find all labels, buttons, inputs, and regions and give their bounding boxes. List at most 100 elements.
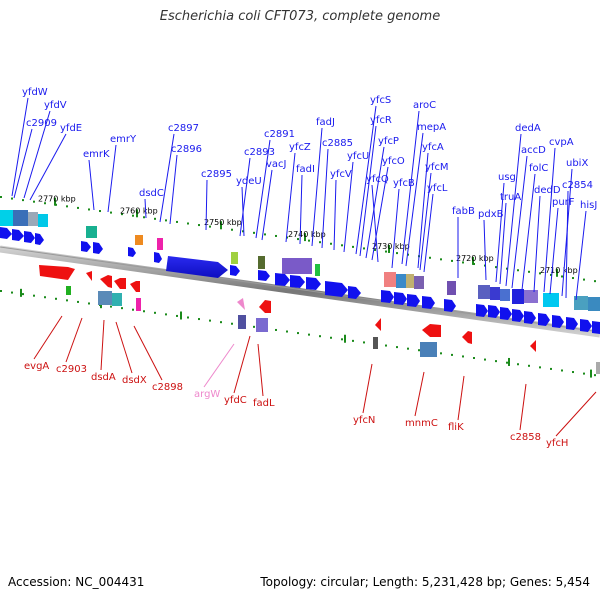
leader-line <box>391 188 400 269</box>
ruler-tick <box>550 367 552 370</box>
ruler-tick <box>374 248 376 251</box>
gene-label-yfcM: yfcM <box>425 162 449 173</box>
feature-box <box>258 256 265 269</box>
ruler-tick <box>209 225 211 228</box>
ruler-tick <box>451 353 453 356</box>
feature-box <box>524 290 538 303</box>
ruler-tick <box>539 366 541 369</box>
genome-summary: Topology: circular; Length: 5,231,428 bp… <box>260 575 590 589</box>
ruler-tick <box>220 321 222 324</box>
gene-label-yfcH: yfcH <box>546 438 568 449</box>
leader-line <box>362 363 373 414</box>
leader-line <box>519 383 527 431</box>
ruler-tick <box>231 322 233 325</box>
ruler-tick <box>165 219 167 222</box>
ruler-tick <box>506 361 508 364</box>
ruler-tick <box>484 264 486 267</box>
accession-text: Accession: NC_004431 <box>8 575 145 589</box>
gene-arrow <box>488 305 500 318</box>
gene-label-mepA: mepA <box>417 122 446 133</box>
major-tick <box>20 288 22 297</box>
gene-arrow <box>381 290 394 303</box>
ruler-tick <box>121 213 123 216</box>
kbp-ruler: 2770 kbp 2760 kbp 2750 kbp 2740 kbp 2730 kbp… <box>38 195 578 277</box>
feature-box <box>574 296 588 310</box>
feature-box <box>490 287 500 300</box>
leader-line <box>423 193 434 273</box>
ruler-tick <box>385 250 387 253</box>
gene-label-yfcB: yfcB <box>393 178 415 189</box>
gene-label-yfcR: yfcR <box>370 115 392 126</box>
feature-box <box>98 291 112 305</box>
leader-line <box>359 125 377 257</box>
genome-backbone <box>0 245 600 338</box>
ruler-tick <box>176 314 178 317</box>
ruler-tick <box>253 325 255 328</box>
major-tick <box>136 209 138 218</box>
gene-arrow <box>258 270 270 281</box>
ruler-tick <box>132 308 134 311</box>
gene-label-fabB: fabB <box>452 206 475 217</box>
ruler-tick <box>187 316 189 319</box>
gene-label-purF: purF <box>552 197 575 208</box>
ruler-tick <box>352 245 354 248</box>
ruler-tick <box>176 220 178 223</box>
gene-label-ydeU: ydeU <box>236 176 262 187</box>
ruler-tick <box>0 196 2 198</box>
ruler-tick <box>528 364 530 367</box>
gene-label-folC: folC <box>529 163 548 174</box>
leader-line <box>13 128 33 199</box>
ruler-tick <box>308 333 310 336</box>
feature-box <box>282 258 312 274</box>
gene-arrow <box>81 241 91 252</box>
gene-label-c2909: c2909 <box>26 118 57 129</box>
leader-line <box>33 315 63 360</box>
lower-ruler <box>0 288 596 378</box>
gene-arrow <box>512 309 524 322</box>
ruler-tick <box>462 261 464 264</box>
gene-arrow <box>325 281 348 297</box>
leader-line <box>365 146 385 259</box>
gene-label-truA: truA <box>500 192 521 203</box>
gene-arrow <box>230 265 240 276</box>
ruler-tick <box>66 299 68 302</box>
ruler-tick <box>11 197 13 200</box>
leader-line <box>499 202 507 285</box>
kbp-label: 2740 kbp <box>288 230 326 239</box>
trna-arrow <box>237 298 245 310</box>
major-tick <box>508 357 510 366</box>
ruler-tick <box>495 360 497 363</box>
leader-line <box>311 127 323 247</box>
leader-line <box>205 179 208 231</box>
ruler-tick <box>396 252 398 255</box>
gene-arrow <box>24 231 35 243</box>
gene-label-yfcA: yfcA <box>422 142 444 153</box>
feature-box <box>136 298 141 311</box>
gene-label-yfdV: yfdV <box>44 100 67 111</box>
ruler-tick <box>308 239 310 242</box>
gene-arrow <box>275 273 290 286</box>
ruler-tick <box>99 210 101 213</box>
ruler-tick <box>275 234 277 237</box>
gene-arrow <box>348 286 361 299</box>
ruler-tick <box>440 258 442 261</box>
gene-label-vacJ: vacJ <box>266 159 287 170</box>
gene-label-c2903: c2903 <box>56 364 87 375</box>
leader-line <box>65 317 83 363</box>
leader-line <box>321 148 329 249</box>
leader-line <box>511 155 528 289</box>
leader-line <box>371 184 379 263</box>
gene-label-mnmC: mnmC <box>405 418 438 429</box>
leader-line <box>23 110 51 199</box>
gene-label-dedD: dedD <box>534 185 561 196</box>
feature-box <box>315 264 320 276</box>
kbp-label: 2720 kbp <box>456 254 494 263</box>
kbp-label: 2730 kbp <box>372 242 410 251</box>
leader-line <box>555 391 597 437</box>
ruler-tick <box>484 358 486 361</box>
ruler-tick <box>517 363 519 366</box>
gene-arrow <box>166 256 228 278</box>
leader-line <box>29 133 67 201</box>
